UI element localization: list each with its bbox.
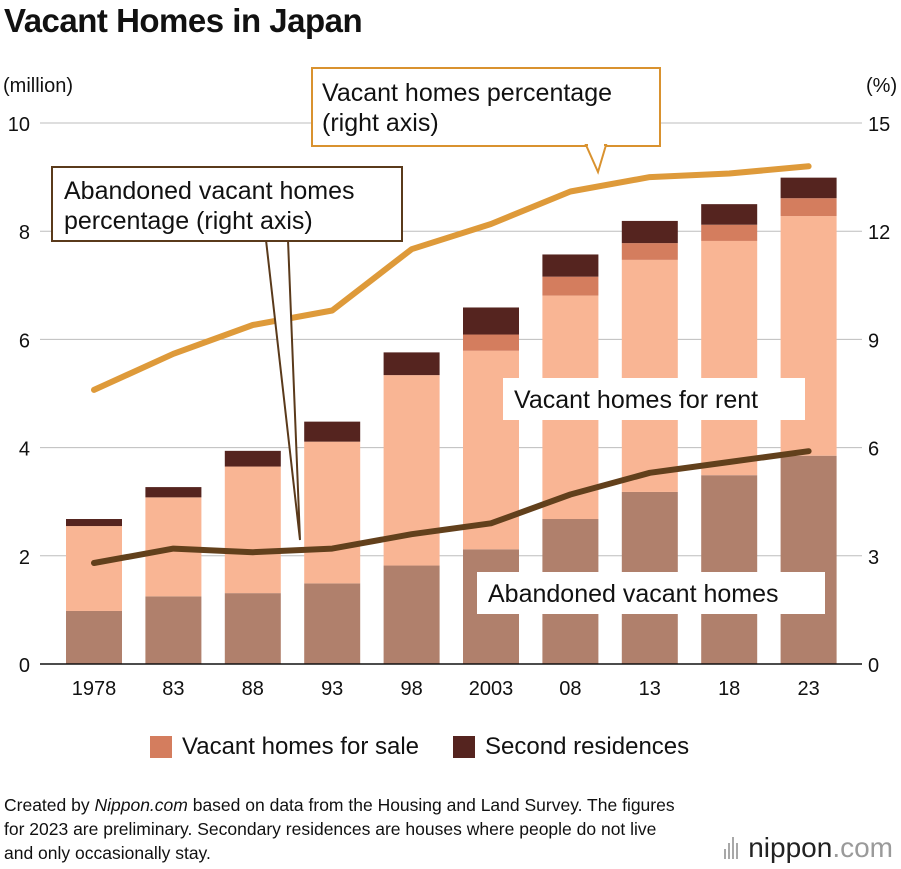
x-tick-label: 23 — [797, 678, 819, 700]
left-tick-label: 6 — [19, 330, 30, 352]
callout-abandoned-percentage-line1: Abandoned vacant homes — [64, 177, 355, 205]
bar-second-residences — [701, 204, 758, 225]
x-tick-label: 18 — [718, 678, 740, 700]
logo-bars-icon — [724, 837, 740, 859]
bar-second-residences — [304, 421, 361, 442]
bar-abandoned-vacant-homes — [304, 583, 361, 664]
bar-second-residences — [542, 254, 599, 277]
axes: 0 2 4 6 8 10 0 3 6 9 12 15 (million) (%) 1978 83 88 93 98 2… — [3, 75, 897, 700]
bar-vacant-homes-for-sale — [463, 334, 519, 351]
left-tick-label: 2 — [19, 547, 30, 569]
left-tick-label: 10 — [8, 114, 30, 136]
x-tick-label: 08 — [559, 678, 581, 700]
x-tick-label: 88 — [242, 678, 264, 700]
left-tick-label: 0 — [19, 655, 30, 677]
line-vacant-percentage — [91, 163, 812, 393]
source-note: Created by Nippon.com based on data from… — [4, 793, 684, 865]
bar-second-residences — [224, 450, 281, 467]
bar-second-residences — [621, 220, 678, 244]
legend-label-second: Second residences — [485, 733, 690, 760]
bar-vacant-homes-for-rent — [304, 441, 361, 584]
label-box-for-rent — [503, 378, 805, 420]
legend: Vacant homes for sale Second residences — [150, 733, 723, 761]
bar-series — [66, 177, 837, 664]
x-tick-label: 13 — [639, 678, 661, 700]
x-tick-label: 93 — [321, 678, 343, 700]
callout-abandoned-percentage-line2: percentage (right axis) — [64, 207, 313, 235]
legend-swatch-sale — [150, 736, 172, 758]
right-tick-label: 15 — [868, 114, 890, 136]
line-series — [91, 163, 812, 566]
note-prefix: Created by — [4, 795, 95, 815]
callout-vacant-percentage-line2: (right axis) — [322, 109, 439, 137]
legend-item-sale: Vacant homes for sale — [150, 733, 419, 761]
chart-title: Vacant Homes in Japan — [4, 2, 363, 39]
right-tick-label: 12 — [868, 222, 890, 244]
x-tick-label: 1978 — [72, 678, 117, 700]
bar-abandoned-vacant-homes — [224, 593, 281, 664]
label-box-abandoned — [477, 572, 825, 614]
label-for-rent: Vacant homes for rent — [514, 386, 758, 414]
bar-vacant-homes-for-rent — [224, 466, 281, 594]
right-tick-label: 3 — [868, 547, 879, 569]
right-tick-label: 9 — [868, 330, 879, 352]
bar-abandoned-vacant-homes — [66, 610, 122, 664]
line-abandoned-percentage — [91, 448, 812, 566]
bar-abandoned-vacant-homes — [780, 455, 837, 664]
annotations: Vacant homes percentage(right axis) Aband… — [51, 67, 825, 614]
callout-pointer — [584, 144, 608, 175]
bar-second-residences — [66, 519, 122, 527]
bar-vacant-homes-for-rent — [621, 259, 678, 492]
bar-abandoned-vacant-homes — [145, 596, 202, 664]
bar-second-residences — [145, 487, 202, 498]
callout-vacant-percentage — [311, 67, 661, 147]
bar-vacant-homes-for-sale — [780, 198, 837, 217]
bar-vacant-homes-for-rent — [701, 240, 758, 476]
x-tick-label: 98 — [400, 678, 422, 700]
callout-vacant-percentage-line1: Vacant homes percentage — [322, 79, 612, 107]
note-source: Nippon.com — [94, 795, 188, 815]
left-tick-label: 4 — [19, 439, 30, 461]
bar-abandoned-vacant-homes — [383, 565, 440, 664]
left-axis-label: (million) — [3, 75, 73, 97]
bar-vacant-homes-for-rent — [66, 526, 122, 611]
bar-abandoned-vacant-homes — [701, 475, 758, 664]
callout-abandoned-percentage — [51, 166, 403, 242]
right-axis-label: (%) — [866, 75, 897, 97]
bar-second-residences — [780, 177, 837, 199]
bar-vacant-homes-for-sale — [542, 276, 599, 296]
logo-name: nippon — [748, 832, 833, 863]
bar-vacant-homes-for-sale — [701, 224, 758, 241]
legend-item-second: Second residences — [453, 733, 689, 761]
left-tick-label: 8 — [19, 222, 30, 244]
right-tick-label: 0 — [868, 655, 879, 677]
legend-label-sale: Vacant homes for sale — [182, 733, 420, 760]
label-abandoned: Abandoned vacant homes — [488, 580, 779, 608]
note-text: based on data from the Housing and Land … — [4, 795, 675, 863]
logo-tld: .com — [832, 832, 893, 863]
legend-swatch-second — [453, 736, 476, 758]
bar-vacant-homes-for-sale — [621, 243, 678, 260]
bar-second-residences — [463, 307, 519, 335]
chart-area: 0 2 4 6 8 10 0 3 6 9 12 15 (million) (%) 1978 83 88 93 98 2… — [3, 67, 897, 700]
x-tick-label: 2003 — [469, 678, 514, 700]
brand-logo: nippon .com — [724, 832, 893, 864]
x-tick-label: 83 — [162, 678, 184, 700]
bar-second-residences — [383, 352, 440, 376]
right-tick-label: 6 — [868, 439, 879, 461]
